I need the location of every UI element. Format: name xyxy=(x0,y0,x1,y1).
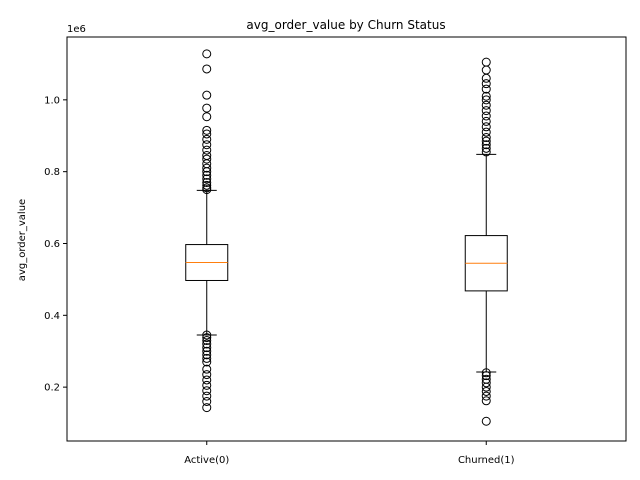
outlier-point xyxy=(481,396,491,406)
y-axis-multiplier: 1e6 xyxy=(67,24,86,35)
outlier-point xyxy=(481,111,491,121)
plot-area: 0.2 0.4 0.6 0.8 1.0 Active(0) Churned(1) xyxy=(44,49,515,466)
axes-frame xyxy=(66,36,627,442)
outlier-point xyxy=(202,49,212,59)
outlier-point xyxy=(202,90,212,100)
outlier-point xyxy=(202,163,212,173)
outlier-point xyxy=(481,382,491,392)
outlier-point xyxy=(202,335,212,345)
outlier-point xyxy=(202,167,212,177)
outlier-point xyxy=(202,103,212,113)
outlier-point xyxy=(481,391,491,401)
outlier-point xyxy=(202,180,212,190)
y-tick-label: 1.0 xyxy=(44,95,60,106)
outlier-point xyxy=(202,129,212,139)
outlier-point xyxy=(481,416,491,426)
outlier-point xyxy=(202,64,212,74)
outlier-point xyxy=(202,370,212,380)
outlier-point xyxy=(202,357,212,367)
outlier-point xyxy=(481,122,491,132)
outlier-point xyxy=(481,371,491,381)
outlier-point xyxy=(202,154,212,164)
outlier-point xyxy=(481,127,491,137)
y-tick-label: 0.6 xyxy=(44,239,60,250)
outlier-point xyxy=(481,91,491,101)
outlier-point xyxy=(202,396,212,406)
outlier-point xyxy=(202,380,212,390)
outlier-point xyxy=(202,386,212,396)
outlier-point xyxy=(481,95,491,105)
outlier-point xyxy=(202,333,212,343)
outlier-point xyxy=(481,116,491,126)
outlier-point xyxy=(202,375,212,385)
outlier-point xyxy=(202,140,212,150)
outlier-point xyxy=(202,145,212,155)
outlier-point xyxy=(481,368,491,378)
outlier-point xyxy=(202,177,212,187)
outlier-point xyxy=(481,100,491,110)
outlier-point xyxy=(202,330,212,340)
outlier-point xyxy=(202,350,212,360)
outlier-point xyxy=(202,112,212,122)
outlier-point xyxy=(481,79,491,89)
outlier-point xyxy=(202,343,212,353)
outlier-point xyxy=(481,378,491,388)
y-tick-label: 0.2 xyxy=(44,383,60,394)
outlier-point xyxy=(481,386,491,396)
outlier-point xyxy=(202,346,212,356)
outlier-point xyxy=(202,403,212,413)
outlier-point xyxy=(202,391,212,401)
outlier-point xyxy=(481,84,491,94)
y-tick-label: 0.8 xyxy=(44,167,60,178)
chart-title: avg_order_value by Churn Status xyxy=(246,18,445,32)
outlier-point xyxy=(481,147,491,157)
outlier-point xyxy=(202,174,212,184)
outlier-point xyxy=(202,353,212,363)
outlier-point xyxy=(481,140,491,150)
outlier-point xyxy=(202,364,212,374)
x-tick-label: Active(0) xyxy=(184,455,229,466)
y-axis-label: avg_order_value xyxy=(17,199,28,281)
outlier-point xyxy=(481,73,491,83)
outlier-point xyxy=(481,106,491,116)
outlier-point xyxy=(202,185,212,195)
outlier-point xyxy=(481,136,491,146)
x-tick-label: Churned(1) xyxy=(458,455,515,466)
y-tick-label: 0.4 xyxy=(44,311,60,322)
outlier-point xyxy=(481,133,491,143)
outlier-point xyxy=(202,125,212,135)
outlier-point xyxy=(202,134,212,144)
outlier-point xyxy=(481,143,491,153)
outlier-point xyxy=(202,339,212,349)
outlier-point xyxy=(202,170,212,180)
